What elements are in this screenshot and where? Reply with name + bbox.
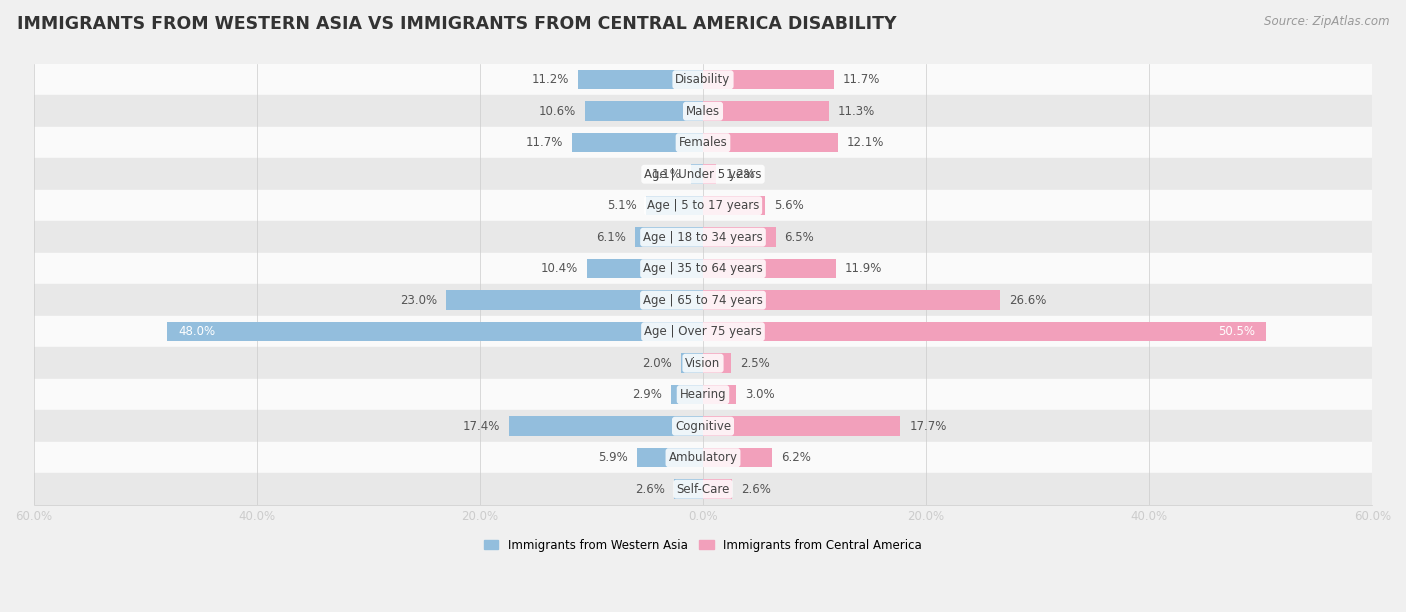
Text: 11.7%: 11.7% [526, 136, 564, 149]
Bar [34, 285, 1372, 316]
Text: 23.0%: 23.0% [401, 294, 437, 307]
Text: Cognitive: Cognitive [675, 420, 731, 433]
Text: 2.9%: 2.9% [631, 388, 662, 401]
Bar [703, 196, 765, 215]
Text: Males: Males [686, 105, 720, 118]
Bar [690, 165, 703, 184]
Text: 10.6%: 10.6% [538, 105, 576, 118]
Text: Hearing: Hearing [679, 388, 727, 401]
Text: Age | 18 to 34 years: Age | 18 to 34 years [643, 231, 763, 244]
Bar [703, 133, 838, 152]
Text: Vision: Vision [685, 357, 721, 370]
Text: Females: Females [679, 136, 727, 149]
Bar [703, 385, 737, 405]
Text: Disability: Disability [675, 73, 731, 86]
Text: 5.9%: 5.9% [599, 451, 628, 464]
Bar [703, 259, 835, 278]
Text: 5.1%: 5.1% [607, 199, 637, 212]
Text: Source: ZipAtlas.com: Source: ZipAtlas.com [1264, 15, 1389, 28]
Text: 11.9%: 11.9% [845, 262, 882, 275]
Bar [637, 448, 703, 468]
Text: 5.6%: 5.6% [775, 199, 804, 212]
Bar [509, 416, 703, 436]
Text: 11.2%: 11.2% [531, 73, 569, 86]
Text: Age | 35 to 64 years: Age | 35 to 64 years [643, 262, 763, 275]
Text: 11.3%: 11.3% [838, 105, 876, 118]
Bar [34, 253, 1372, 285]
Text: 12.1%: 12.1% [846, 136, 884, 149]
Bar [34, 64, 1372, 95]
Text: 3.0%: 3.0% [745, 388, 775, 401]
Bar [34, 95, 1372, 127]
Text: 11.7%: 11.7% [842, 73, 880, 86]
Bar [34, 411, 1372, 442]
Text: 2.5%: 2.5% [740, 357, 769, 370]
Bar [34, 348, 1372, 379]
Text: Ambulatory: Ambulatory [668, 451, 738, 464]
Bar [636, 228, 703, 247]
Bar [34, 222, 1372, 253]
Text: Age | Under 5 years: Age | Under 5 years [644, 168, 762, 181]
Bar [34, 159, 1372, 190]
Bar [34, 127, 1372, 159]
Bar [34, 190, 1372, 222]
Bar [703, 416, 900, 436]
Bar [585, 102, 703, 121]
Bar [703, 353, 731, 373]
Text: 17.7%: 17.7% [910, 420, 946, 433]
Text: IMMIGRANTS FROM WESTERN ASIA VS IMMIGRANTS FROM CENTRAL AMERICA DISABILITY: IMMIGRANTS FROM WESTERN ASIA VS IMMIGRAN… [17, 15, 897, 33]
Bar [586, 259, 703, 278]
Text: 1.1%: 1.1% [652, 168, 682, 181]
Bar [673, 479, 703, 499]
Text: Age | Over 75 years: Age | Over 75 years [644, 325, 762, 338]
Bar [34, 316, 1372, 348]
Bar [681, 353, 703, 373]
Text: 2.0%: 2.0% [643, 357, 672, 370]
Bar [647, 196, 703, 215]
Text: 50.5%: 50.5% [1218, 325, 1256, 338]
Bar [578, 70, 703, 89]
Bar [34, 379, 1372, 411]
Bar [703, 479, 733, 499]
Legend: Immigrants from Western Asia, Immigrants from Central America: Immigrants from Western Asia, Immigrants… [479, 534, 927, 556]
Bar [703, 70, 834, 89]
Text: 48.0%: 48.0% [179, 325, 215, 338]
Bar [572, 133, 703, 152]
Bar [34, 442, 1372, 474]
Bar [446, 291, 703, 310]
Text: 17.4%: 17.4% [463, 420, 501, 433]
Bar [703, 291, 1000, 310]
Text: 10.4%: 10.4% [541, 262, 578, 275]
Text: 26.6%: 26.6% [1008, 294, 1046, 307]
Bar [703, 165, 717, 184]
Text: 2.6%: 2.6% [741, 483, 770, 496]
Bar [167, 322, 703, 341]
Bar [703, 448, 772, 468]
Bar [703, 228, 776, 247]
Bar [671, 385, 703, 405]
Bar [703, 102, 830, 121]
Bar [34, 474, 1372, 505]
Bar [703, 322, 1267, 341]
Text: 6.2%: 6.2% [782, 451, 811, 464]
Text: Self-Care: Self-Care [676, 483, 730, 496]
Text: 6.1%: 6.1% [596, 231, 626, 244]
Text: 1.2%: 1.2% [725, 168, 755, 181]
Text: Age | 65 to 74 years: Age | 65 to 74 years [643, 294, 763, 307]
Text: Age | 5 to 17 years: Age | 5 to 17 years [647, 199, 759, 212]
Text: 2.6%: 2.6% [636, 483, 665, 496]
Text: 6.5%: 6.5% [785, 231, 814, 244]
